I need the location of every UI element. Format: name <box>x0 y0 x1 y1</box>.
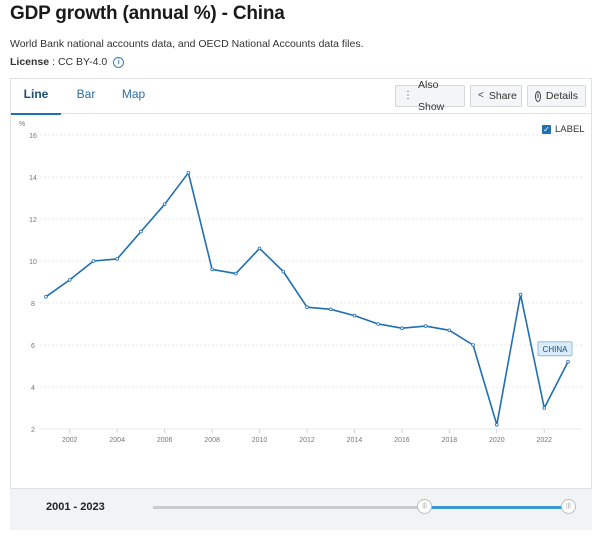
x-tick-label: 2008 <box>204 437 220 444</box>
y-tick-label: 10 <box>29 259 37 266</box>
data-point <box>139 229 143 234</box>
data-point <box>305 305 309 310</box>
data-point <box>328 307 333 312</box>
data-point <box>281 269 286 274</box>
range-slider-fill <box>424 506 570 509</box>
x-tick-label: 2022 <box>536 437 552 444</box>
x-tick-label: 2010 <box>252 437 268 444</box>
share-label: Share <box>488 90 517 102</box>
y-tick-label: 8 <box>31 301 35 308</box>
data-point <box>67 278 72 282</box>
data-point <box>376 322 380 326</box>
x-tick-label: 2016 <box>394 437 410 444</box>
series-label-text: CHINA <box>543 345 569 354</box>
tab-bar[interactable]: Bar <box>76 87 96 101</box>
range-label: 2001 - 2023 <box>46 501 105 513</box>
data-point <box>257 246 262 251</box>
also-show-button[interactable]: ⋮ Also Show <box>395 79 465 113</box>
license-line: License : CC BY-4.0 i <box>10 56 125 68</box>
data-point <box>518 292 523 297</box>
info-circle-icon: i <box>535 90 541 102</box>
page-title: GDP growth (annual %) - China <box>10 3 285 24</box>
data-point <box>162 202 167 207</box>
x-tick-label: 2004 <box>109 437 125 444</box>
x-tick-label: 2006 <box>157 437 173 444</box>
data-point <box>542 406 547 410</box>
chart-panel: Line Bar Map ⋮ Also Show < Share i Detai… <box>10 78 592 530</box>
license-label: License <box>10 56 50 68</box>
tab-map[interactable]: Map <box>121 87 146 101</box>
data-point <box>91 259 96 263</box>
y-tick-label: 16 <box>29 133 37 140</box>
y-tick-label: 12 <box>29 217 37 224</box>
data-point <box>352 313 357 318</box>
x-tick-label: 2018 <box>442 437 458 444</box>
vertical-dots-icon: ⋮ <box>403 90 413 101</box>
details-button[interactable]: i Details <box>527 85 586 107</box>
x-tick-label: 2002 <box>62 437 78 444</box>
series-label-china: CHINA <box>537 341 573 357</box>
x-tick-label: 2020 <box>489 437 505 444</box>
data-point <box>210 267 214 272</box>
series-label-box <box>537 341 573 357</box>
data-point <box>423 324 428 328</box>
range-start-handle[interactable]: ||| <box>417 499 433 514</box>
data-point <box>566 359 570 364</box>
label-toggle[interactable]: ✓ LABEL <box>542 124 585 135</box>
tab-line[interactable]: Line <box>11 79 61 115</box>
data-point <box>495 422 499 427</box>
x-tick-label: 2012 <box>299 437 315 444</box>
details-label: Details <box>545 90 578 102</box>
data-point <box>44 294 48 299</box>
y-tick-label: 4 <box>31 385 35 392</box>
data-point <box>115 257 119 261</box>
also-show-label: Also Show <box>418 79 445 113</box>
license-value: : CC BY-4.0 <box>52 56 108 68</box>
share-button[interactable]: < Share <box>470 85 522 107</box>
share-icon: < <box>478 90 484 101</box>
data-point <box>400 326 404 331</box>
y-tick-label: 14 <box>29 175 37 182</box>
range-end-handle[interactable]: ||| <box>561 499 576 514</box>
data-point <box>186 171 191 175</box>
data-point <box>471 343 475 347</box>
range-slider-track[interactable]: ||| ||| <box>153 499 576 514</box>
x-tick-label: 2014 <box>347 437 363 444</box>
label-toggle-text: LABEL <box>555 124 585 135</box>
y-tick-label: 6 <box>31 343 35 350</box>
data-point <box>234 271 238 276</box>
label-checkbox[interactable]: ✓ <box>542 125 551 134</box>
range-footer: 2001 - 2023 ||| ||| <box>10 488 592 530</box>
data-point <box>447 328 452 333</box>
y-axis-unit-label: % <box>19 121 25 128</box>
y-tick-label: 2 <box>31 427 35 434</box>
info-icon[interactable]: i <box>113 56 125 68</box>
chart-tabs: Line Bar Map ⋮ Also Show < Share i Detai… <box>11 79 591 115</box>
source-description: World Bank national accounts data, and O… <box>10 38 364 50</box>
